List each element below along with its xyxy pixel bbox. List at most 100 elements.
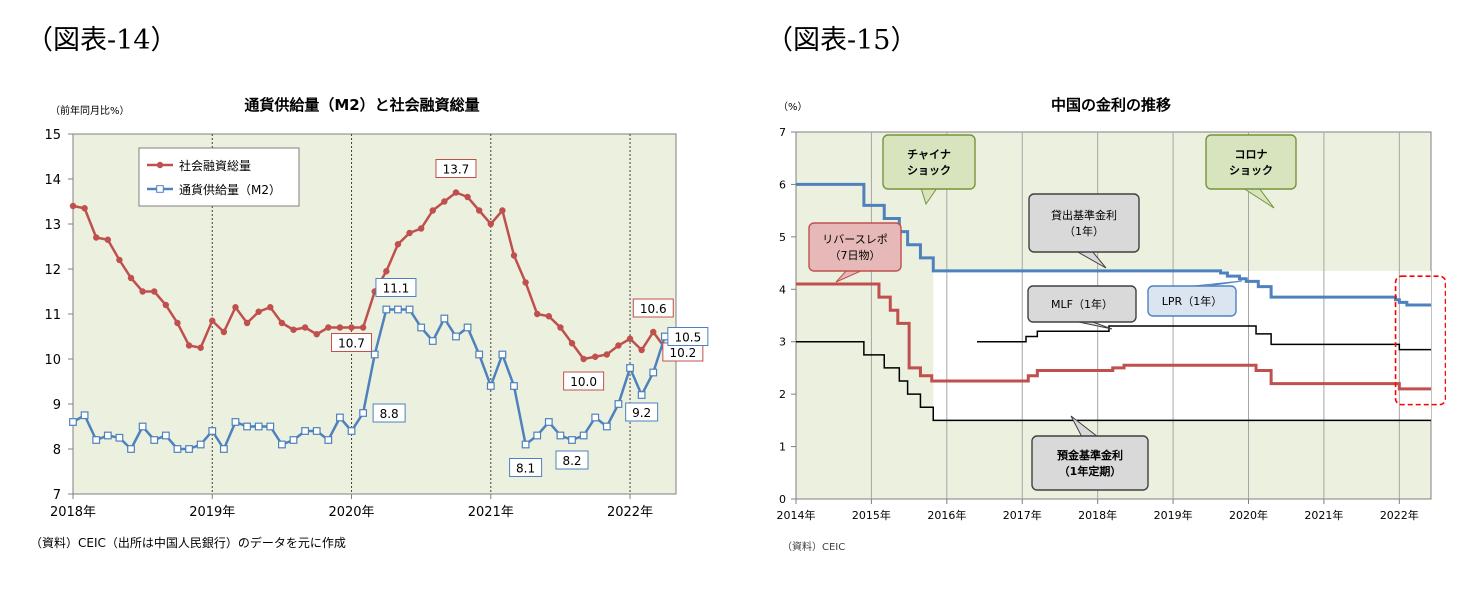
callout-box <box>882 134 976 190</box>
data-point <box>301 427 310 435</box>
callout-box <box>808 222 902 272</box>
data-point <box>220 328 228 336</box>
data-point <box>603 351 611 358</box>
y-tick-label: 10 <box>44 353 61 368</box>
unit-label: （前年同月比%） <box>50 104 130 117</box>
y-tick-label: 3 <box>779 336 786 349</box>
callout-box <box>1147 285 1237 317</box>
data-point <box>487 220 494 228</box>
data-label-box <box>375 278 417 297</box>
y-tick-label: 15 <box>44 128 61 143</box>
data-point <box>104 236 112 243</box>
series-line <box>796 182 1431 307</box>
y-tick-label: 8 <box>53 443 61 458</box>
data-point <box>533 431 542 440</box>
callout-box <box>1028 193 1140 253</box>
data-point <box>301 324 309 331</box>
x-tick-label: 2014年 <box>777 508 816 522</box>
data-point <box>534 310 541 318</box>
callout-text: コロナ <box>1235 148 1268 161</box>
data-point <box>650 328 657 336</box>
unit-label: （%） <box>778 101 808 113</box>
legend-marker <box>156 185 164 193</box>
data-point <box>93 234 100 241</box>
callout-text: チャイナ <box>907 148 951 161</box>
y-tick-label: 4 <box>779 283 786 296</box>
y-tick-label: 5 <box>779 231 786 244</box>
data-point <box>196 440 205 449</box>
data-point <box>289 436 298 444</box>
data-point <box>544 418 553 426</box>
data-point <box>267 304 274 311</box>
interest-rate-chart: （%） 中国の金利の推移 0 1 2 3 4 5 6 7 2014年 2015年 2016年 2017年 2… <box>777 96 1446 553</box>
callout: LPR（1年） <box>1147 280 1243 317</box>
data-label: 10.2 <box>669 346 696 360</box>
callout-text: LPR（1年） <box>1162 294 1222 308</box>
x-tick-label: 2019年 <box>1154 508 1193 522</box>
data-point <box>197 344 204 351</box>
series-line <box>72 308 667 452</box>
data-point <box>278 319 286 327</box>
data-label: 13.7 <box>443 163 470 177</box>
x-tick-label: 2021年 <box>468 505 514 520</box>
data-point <box>69 202 77 210</box>
data-point <box>255 308 262 315</box>
money-supply-chart: （前年同月比%） 通貨供給量（M2）と社会融資総量 7 8 9 10 11 12 13 14 15 2… <box>30 96 709 550</box>
data-point <box>568 340 576 347</box>
data-point <box>336 413 344 422</box>
x-tick-label: 2020年 <box>328 505 374 520</box>
data-point <box>115 433 124 442</box>
x-tick-label: 2016年 <box>927 508 966 522</box>
data-point <box>556 431 565 440</box>
legend-box <box>138 147 300 207</box>
callout-text: ショック <box>907 164 951 177</box>
data-point <box>150 436 159 444</box>
data-point <box>660 332 669 341</box>
data-label-box <box>331 333 373 352</box>
data-point <box>382 305 391 314</box>
data-point <box>313 331 320 338</box>
y-tick-label: 13 <box>44 218 61 233</box>
data-point <box>591 413 600 422</box>
data-point <box>324 436 333 444</box>
source-note: （資料）CEIC <box>782 540 845 553</box>
data-point <box>103 431 112 440</box>
data-label: 10.7 <box>338 337 365 351</box>
callout-text: （1年定期） <box>1059 464 1122 478</box>
data-label-box <box>372 403 406 423</box>
data-point <box>452 332 460 341</box>
data-point <box>370 350 379 359</box>
data-point <box>347 427 356 435</box>
data-point <box>510 252 518 259</box>
data-point <box>592 353 599 360</box>
data-point <box>209 317 216 324</box>
chart-title: 中国の金利の推移 <box>1051 96 1171 114</box>
data-label: 10.6 <box>640 302 667 316</box>
data-point <box>394 305 402 314</box>
data-point <box>580 355 587 363</box>
data-label: 9.2 <box>632 406 651 420</box>
data-point <box>348 324 355 331</box>
data-point <box>486 382 495 390</box>
data-point <box>440 314 449 323</box>
legend-marker <box>156 161 164 169</box>
y-tick-label: 2 <box>779 388 786 401</box>
data-point <box>174 319 181 327</box>
data-point <box>615 342 622 349</box>
data-point <box>127 445 135 453</box>
callout-box <box>1031 435 1149 491</box>
y-tick-label: 6 <box>779 178 786 191</box>
callout-text: （7日物） <box>830 248 881 262</box>
figure-15-label: （図表-15） <box>766 25 918 56</box>
data-point <box>290 326 297 333</box>
data-label-box <box>509 458 543 477</box>
data-point <box>254 422 263 431</box>
data-point <box>475 207 483 214</box>
data-point <box>138 422 147 431</box>
data-label-box <box>563 371 605 391</box>
series-line <box>976 325 1431 351</box>
x-tick-label: 2022年 <box>607 505 653 520</box>
source-note: （資料）CEIC（出所は中国人民銀行）のデータを元に作成 <box>30 535 346 550</box>
y-tick-label: 12 <box>44 263 61 278</box>
